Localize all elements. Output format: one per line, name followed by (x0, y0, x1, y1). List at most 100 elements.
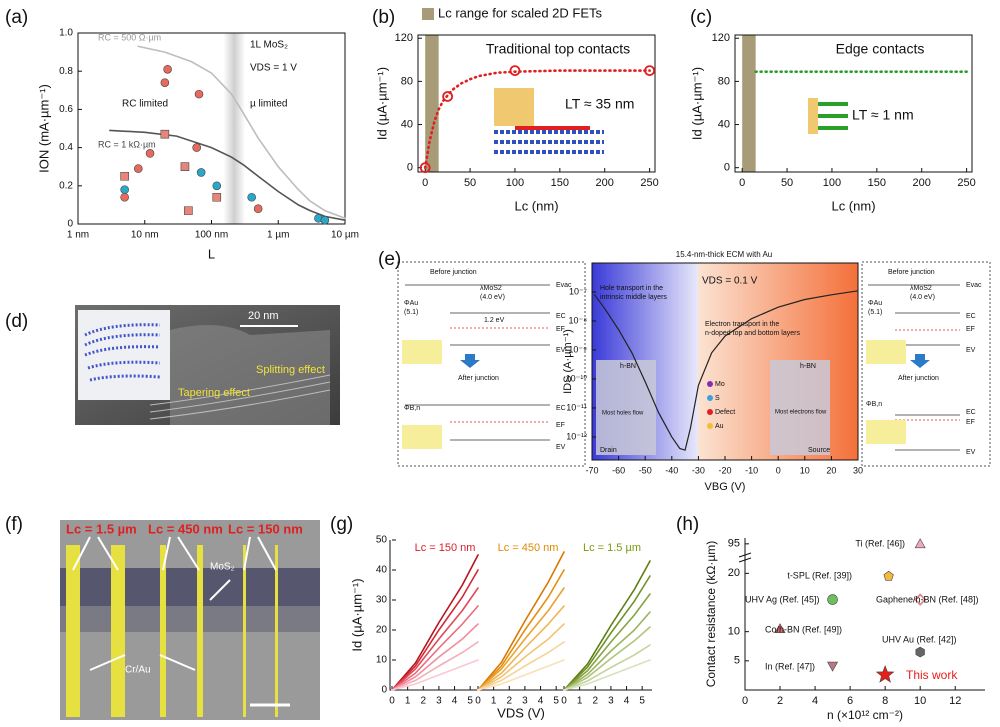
electrode (66, 545, 80, 717)
image-label: Lc = 150 nm (228, 521, 303, 536)
x-tick-label: 2 (777, 695, 783, 707)
mos2-flake (60, 568, 320, 606)
diagram-label: EF (556, 422, 565, 429)
diagram-label: EV (966, 449, 976, 456)
diagram-label: EC (556, 405, 566, 412)
series-line (391, 569, 479, 691)
image-label: Cr/Au (125, 665, 151, 676)
marker (827, 661, 839, 672)
series-line (391, 554, 479, 691)
x-tick-label: 250 (640, 177, 658, 189)
diagram-label: ΦB,n (404, 405, 420, 412)
annotation: Most holes flow (602, 411, 644, 417)
diagram-label: ΦB,n (866, 401, 882, 408)
x-tick-label: 5 (639, 696, 645, 707)
metal (402, 425, 442, 449)
x-tick-label: 2 (592, 696, 598, 707)
image-label: Splitting effect (256, 364, 325, 376)
device-inset (770, 360, 830, 455)
series-line (391, 587, 479, 691)
x-tick-label: 10 nm (131, 230, 159, 241)
mos2-flake (60, 606, 320, 632)
image-label: 20 nm (248, 310, 279, 322)
series-label: This work (906, 668, 958, 682)
x-tick-label: 3 (608, 696, 614, 707)
image-label: Lc = 450 nm (148, 521, 223, 536)
chart-title: Lc = 450 nm (498, 542, 559, 554)
x-tick-label: -60 (612, 465, 625, 475)
series-line (477, 623, 565, 691)
diagram-label: (4.0 eV) (480, 294, 505, 301)
legend-dot (707, 423, 713, 429)
series-line (477, 659, 565, 691)
series-line (477, 641, 565, 691)
marker (914, 538, 926, 549)
diagram-label: Before junction (888, 269, 935, 276)
diagram-label: (4.0 eV) (910, 294, 935, 301)
diagram-label: (5.1) (404, 309, 418, 316)
x-tick-label: 3 (522, 696, 528, 707)
marker (145, 149, 155, 158)
diagram-label: EF (966, 326, 975, 333)
diagram-label: ΦAu (868, 300, 882, 307)
y-tick-label: 10⁻⁸ (568, 315, 587, 325)
y-tick-label: 0.4 (59, 142, 73, 153)
x-tick-label: 250 (957, 177, 975, 189)
device-inset (596, 360, 656, 455)
y-tick-label: 0 (67, 219, 73, 230)
diagram-label: (5.1) (868, 309, 882, 316)
marker (915, 646, 925, 658)
y-tick-label: 0 (724, 162, 730, 174)
y-tick-label: 10⁻¹⁰ (566, 373, 588, 383)
annotation: Au (715, 423, 724, 430)
x-axis-label: VDS (V) (497, 705, 545, 720)
y-axis-label: IDS (A·µm⁻¹) (562, 329, 574, 394)
marker (160, 78, 170, 87)
chart-title: Edge contacts (836, 41, 925, 57)
y-tick-label: 10⁻¹¹ (566, 402, 587, 412)
series-label: UHV Au (Ref. [42]) (882, 634, 957, 644)
series-label: UHV Ag (Ref. [45]) (745, 594, 820, 604)
marker (212, 192, 222, 202)
annotation: LT ≈ 1 nm (852, 107, 914, 123)
annotation: h-BN (620, 363, 636, 370)
y-tick-label: 40 (401, 118, 413, 130)
image-label: MoS₂ (210, 562, 235, 573)
series-line (563, 659, 651, 691)
annotation: S (715, 395, 720, 402)
band-box (861, 261, 991, 467)
metal (402, 340, 442, 364)
inset-layers (84, 323, 161, 382)
y-tick-label: 40 (376, 565, 388, 576)
y-tick-label: 50 (376, 535, 388, 546)
diagram-label: λMoS2 (480, 285, 502, 292)
legend-dot (707, 395, 713, 401)
marker (184, 206, 193, 215)
annotation: VDS = 0.1 V (702, 276, 758, 287)
series-line (391, 659, 479, 691)
marker (120, 185, 129, 194)
x-axis-label: Lc (nm) (514, 198, 558, 213)
legend-label: Lc range for scaled 2D FETs (438, 5, 603, 20)
y-tick-label: 0.6 (59, 104, 73, 115)
series-line (391, 623, 479, 691)
annotation: Defect (715, 409, 735, 416)
x-tick-label: -20 (718, 465, 731, 475)
axis-break (738, 552, 752, 563)
y-axis-label: ION (mA·µm⁻¹) (36, 84, 51, 173)
diagram-label: Before junction (430, 269, 477, 276)
x-tick-label: 2 (506, 696, 512, 707)
diagram-label: EC (556, 313, 566, 320)
x-tick-label: -10 (745, 465, 758, 475)
x-tick-label: 1 (577, 696, 583, 707)
annotation: Source (808, 447, 830, 454)
y-tick-label: 40 (718, 118, 730, 130)
image-label: Lc = 1.5 µm (66, 521, 137, 536)
y-tick-label: 0.8 (59, 66, 73, 77)
series-line (477, 605, 565, 691)
x-tick-label: 200 (913, 177, 931, 189)
x-tick-label: 10 (914, 695, 926, 707)
marker (253, 204, 263, 214)
x-tick-label: 0 (742, 695, 748, 707)
